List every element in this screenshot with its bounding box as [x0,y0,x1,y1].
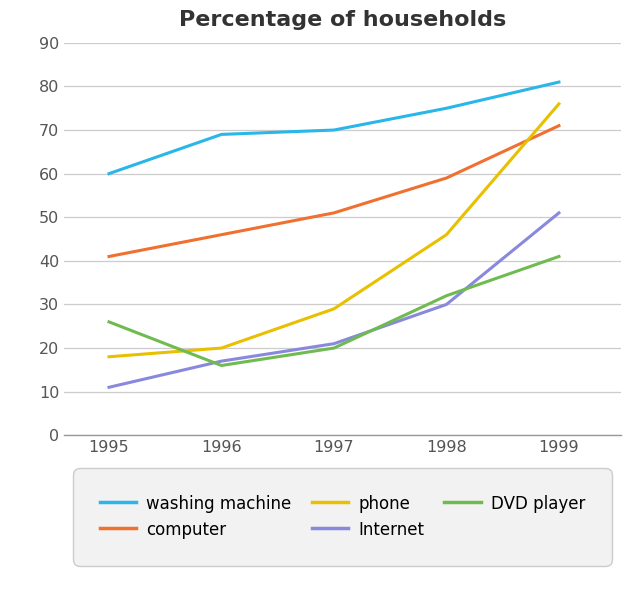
Title: Percentage of households: Percentage of households [179,10,506,30]
Legend: washing machine, computer, phone, Internet, DVD player: washing machine, computer, phone, Intern… [83,478,602,556]
